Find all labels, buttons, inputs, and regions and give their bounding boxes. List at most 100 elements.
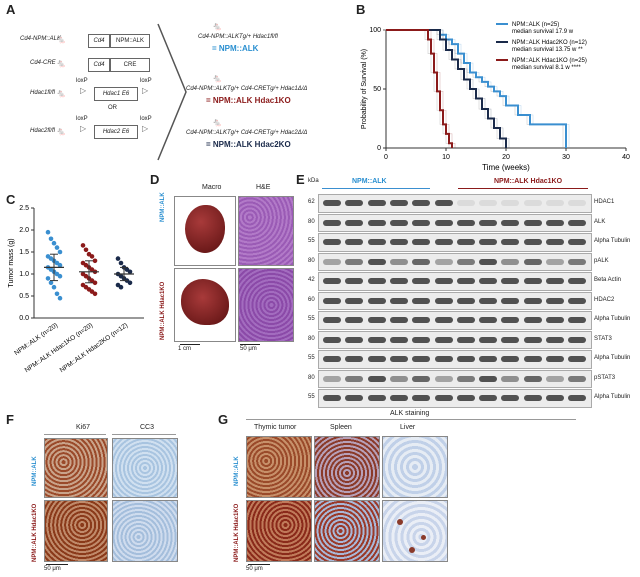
data-point (118, 260, 124, 266)
blot-band (434, 297, 453, 304)
panel-g-row-npmalk: NPM::ALK (234, 456, 240, 486)
blot-band (323, 239, 341, 245)
y-axis-label: Tumor mass (g) (8, 238, 15, 287)
blot-kda: 60 (308, 296, 315, 303)
blot-band (389, 200, 408, 206)
column-rule (112, 434, 176, 435)
blot-band (345, 200, 364, 206)
loxp-label: loxP (140, 116, 152, 122)
blot-band (367, 395, 386, 401)
outcome-genotype-2: Cd4-NPM::ALKTg/+ Cd4-CRETg/+ Hdac1Δ/Δ (186, 86, 308, 92)
blot-band (367, 219, 386, 226)
blot-band (345, 258, 364, 265)
panel-label-a: A (6, 2, 16, 17)
blot-band (323, 375, 341, 382)
y-tick-label: 2.5 (19, 205, 29, 212)
blot-band (389, 219, 408, 226)
blot-kda: 55 (308, 238, 315, 244)
blot-band (345, 336, 364, 343)
blot-band (434, 317, 453, 323)
loxp-label: loxP (76, 116, 88, 122)
he-image-hdac1ko (238, 268, 294, 342)
ki67-image-npmalk (44, 438, 108, 498)
blot-band (546, 317, 564, 323)
data-point (57, 262, 63, 268)
loxp-label: loxP (76, 78, 88, 84)
blot-kda: 62 (308, 199, 315, 205)
panel-g-row-hdac1ko: NPM::ALK Hdac1KO (234, 503, 240, 562)
blot-band (546, 375, 564, 382)
blot-band (523, 336, 542, 343)
blot-band (568, 395, 587, 401)
blot-band (568, 278, 587, 284)
blot-band (434, 336, 453, 343)
mouse-icon: 🐁 (56, 127, 66, 136)
panel-f-col-cc3: CC3 (140, 424, 155, 431)
y-tick-label: 1.0 (19, 271, 29, 278)
blot-band (568, 317, 587, 323)
panel-label-e: E (296, 172, 305, 187)
blot-band (546, 239, 564, 245)
blot-band (434, 278, 453, 284)
blot-band (456, 219, 475, 226)
blot-band (323, 356, 341, 362)
blot-band (389, 356, 408, 362)
blot-band (345, 317, 364, 323)
blot-band (568, 200, 587, 206)
blot-band (501, 395, 520, 401)
panel-label-d: D (150, 172, 160, 187)
legend-name: NPM::ALK (n=25) (512, 22, 559, 28)
loxp-label: loxP (140, 78, 152, 84)
blot-band (546, 200, 564, 206)
scale-label-f: 50 μm (44, 566, 61, 572)
blot-kda: 55 (308, 394, 315, 400)
blot-band (501, 356, 520, 362)
blot-band (523, 239, 542, 245)
blot-band (501, 297, 520, 304)
survival-line-2 (386, 29, 453, 148)
blot-membrane (318, 389, 592, 408)
mouse-icon: 🐁 (212, 22, 222, 31)
panel-d-row-npmalk: NPM::ALK (160, 192, 166, 222)
blot-kda: 55 (308, 355, 315, 361)
x-tick-label: 40 (622, 154, 630, 161)
blot-band (546, 356, 564, 362)
blot-band (323, 317, 341, 323)
x-tick-label: 10 (442, 154, 450, 161)
data-point (45, 276, 51, 281)
loxp-triangle-icon: ▷ (142, 86, 149, 95)
blot-band (367, 239, 386, 245)
blot-band (523, 297, 542, 304)
panel-g-col-thymic: Thymic tumor (254, 424, 297, 431)
blot-band (568, 336, 587, 343)
blot-band (412, 258, 431, 265)
blot-band (389, 278, 408, 284)
scale-label-g: 50 μm (246, 566, 263, 572)
blot-band (546, 297, 564, 304)
construct-box-cd4: Cd4 (88, 34, 110, 48)
blot-membrane (318, 272, 592, 291)
blot-band (434, 239, 453, 245)
outcome-genotype-3: Cd4-NPM::ALKTg/+ Cd4-CRETg/+ Hdac2Δ/Δ (186, 130, 308, 136)
outcome-result-3: = NPM::ALK Hdac2KO (206, 140, 291, 149)
blot-band (412, 336, 431, 343)
alk-thymic-npmalk (246, 436, 312, 498)
blot-band (345, 356, 364, 362)
mouse-icon: 🐁 (56, 59, 66, 68)
y-tick-label: 0 (377, 145, 381, 152)
group-bar-hdac1ko (458, 188, 588, 189)
data-point (115, 256, 121, 261)
mouse-icon: 🐁 (56, 35, 66, 44)
x-tick-label: 0 (384, 154, 388, 161)
loxp-triangle-icon: ▷ (80, 86, 87, 95)
mouse-icon: 🐁 (212, 118, 222, 127)
blot-band (501, 239, 520, 245)
blot-band (479, 239, 498, 245)
blot-membrane (318, 311, 592, 330)
mouse-icon: 🐁 (212, 74, 222, 83)
blot-band (568, 258, 587, 265)
blot-band (323, 258, 341, 265)
blot-band (456, 336, 475, 343)
blot-band (501, 278, 520, 284)
blot-band (389, 297, 408, 304)
